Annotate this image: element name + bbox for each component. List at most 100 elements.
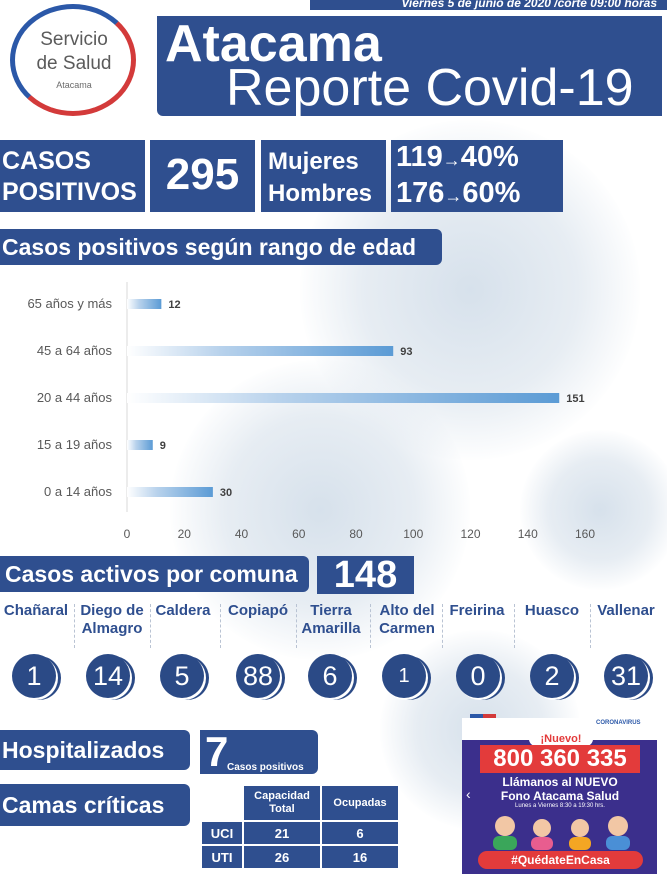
hombres-row: 176→60%	[396, 177, 520, 213]
mujeres-row: 119→40%	[396, 141, 520, 177]
category-label: 15 a 19 años	[37, 437, 113, 452]
x-tick-label: 0	[124, 527, 131, 541]
report-date: Viernes 5 de junio de 2020 /corte 09:00 …	[310, 0, 667, 10]
section-activos-header: Casos activos por comuna	[0, 556, 309, 592]
table-cell: 16	[322, 846, 398, 868]
data-label: 12	[168, 299, 180, 311]
logo-line: de Salud	[36, 53, 112, 74]
category-label: 45 a 64 años	[37, 343, 113, 358]
x-tick-label: 140	[518, 527, 538, 541]
logo-line: Servicio	[40, 29, 108, 50]
page-title-region: Atacama	[165, 15, 382, 73]
sex-labels: Mujeres Hombres	[268, 146, 372, 210]
section-edad-header: Casos positivos según rango de edad	[0, 229, 442, 265]
sex-labels-box	[261, 140, 386, 212]
hospitalizados-header: Hospitalizados	[0, 730, 190, 770]
bar	[127, 440, 153, 450]
divider	[590, 604, 591, 648]
mujeres-label: Mujeres	[268, 148, 359, 175]
page-title-report: Reporte Covid-19	[226, 59, 634, 117]
table-row: UCI 21 6	[202, 822, 398, 844]
hombres-pct: 60%	[462, 177, 521, 209]
ad-phone-number[interactable]: 800 360 335	[480, 745, 640, 773]
comuna-value-badge: 5	[160, 654, 204, 698]
ad-line: Fono Atacama Salud	[500, 789, 620, 803]
comuna-name: Alto del Carmen	[379, 602, 435, 637]
hospitalizados-box	[200, 730, 318, 774]
total-box	[150, 140, 255, 212]
hospitalizados-sub: Casos positivos	[227, 762, 304, 773]
table-header-row: Capacidad Total Ocupadas	[202, 786, 398, 820]
divider	[514, 604, 515, 648]
ad-line: Llámanos al NUEVO	[502, 775, 618, 789]
comuna-name: Huasco	[524, 602, 580, 619]
comuna-name: Copiapó	[228, 602, 288, 619]
data-label: 30	[220, 487, 232, 499]
comuna-value-badge: 1	[382, 654, 426, 698]
bar	[127, 393, 560, 403]
comuna-value-badge: 14	[86, 654, 130, 698]
divider	[442, 604, 443, 648]
sex-values: 119→40% 176→60%	[396, 141, 520, 213]
x-tick-label: 40	[235, 527, 249, 541]
mujeres-count: 119	[396, 141, 443, 173]
arrow-icon: →	[442, 150, 461, 170]
category-label: 0 a 14 años	[44, 484, 112, 499]
x-tick-label: 160	[575, 527, 595, 541]
casos-label-line: CASOS	[2, 147, 91, 175]
column-header: Capacidad Total	[244, 786, 320, 820]
bar	[127, 299, 162, 309]
bar	[127, 346, 394, 356]
casos-box	[0, 140, 145, 212]
comuna-name: Diego de Almagro	[80, 602, 144, 637]
divider	[150, 604, 151, 648]
category-label: 65 años y más	[27, 296, 112, 311]
x-tick-label: 60	[292, 527, 306, 541]
table-cell: 21	[244, 822, 320, 844]
data-label: 151	[566, 393, 584, 405]
mujeres-pct: 40%	[460, 141, 519, 173]
divider	[370, 604, 371, 648]
hospitalizados-value: 7	[205, 728, 229, 775]
comuna-name: Tierra Amarilla	[301, 602, 361, 637]
ad-line: Lunes a Viernes 8:30 a 19:30 hrs.	[515, 803, 605, 809]
casos-positivos-label: CASOS POSITIVOS	[2, 146, 137, 208]
activos-total: 148	[317, 556, 414, 594]
row-label: UCI	[202, 822, 242, 844]
virus-decoration	[520, 430, 667, 590]
age-bar-chart: 65 años y más 12 45 a 64 años 93 20 a 44 año…	[27, 282, 595, 541]
family-illustration-icon	[493, 816, 630, 850]
ad-brand: CORONAVIRUS	[596, 720, 641, 726]
table-cell: 6	[322, 822, 398, 844]
hombres-count: 176	[396, 177, 445, 209]
sex-values-box	[391, 140, 563, 212]
comuna-value-badge: 6	[308, 654, 352, 698]
table-cell: 26	[244, 846, 320, 868]
logo-subtitle: Atacama	[56, 80, 92, 90]
divider	[296, 604, 297, 648]
comuna-value-badge: 2	[530, 654, 574, 698]
hombres-label: Hombres	[268, 180, 373, 207]
beds-table: Capacidad Total Ocupadas UCI 21 6 UTI 26…	[200, 784, 400, 870]
comuna-value-badge: 31	[604, 654, 648, 698]
data-label: 93	[400, 346, 412, 358]
ad-top-strip	[462, 718, 657, 740]
row-label: UTI	[202, 846, 242, 868]
total-cases-value: 295	[165, 150, 240, 199]
comuna-value-badge: 88	[236, 654, 280, 698]
table-row: UTI 26 16	[202, 846, 398, 868]
column-header: Ocupadas	[322, 786, 398, 820]
comuna-name: Chañaral	[3, 602, 69, 619]
chevron-left-icon[interactable]: ‹	[466, 786, 471, 802]
x-tick-label: 80	[349, 527, 363, 541]
flag-icon	[470, 714, 496, 718]
comuna-name: Freirina	[449, 602, 505, 619]
logo	[10, 4, 136, 116]
comuna-name: Vallenar	[597, 602, 655, 619]
x-tick-label: 20	[178, 527, 192, 541]
title-banner	[157, 16, 662, 116]
x-tick-label: 120	[460, 527, 480, 541]
ad-hashtag: #QuédateEnCasa	[478, 851, 643, 869]
bar	[127, 487, 213, 497]
comuna-name: Caldera	[155, 602, 211, 619]
